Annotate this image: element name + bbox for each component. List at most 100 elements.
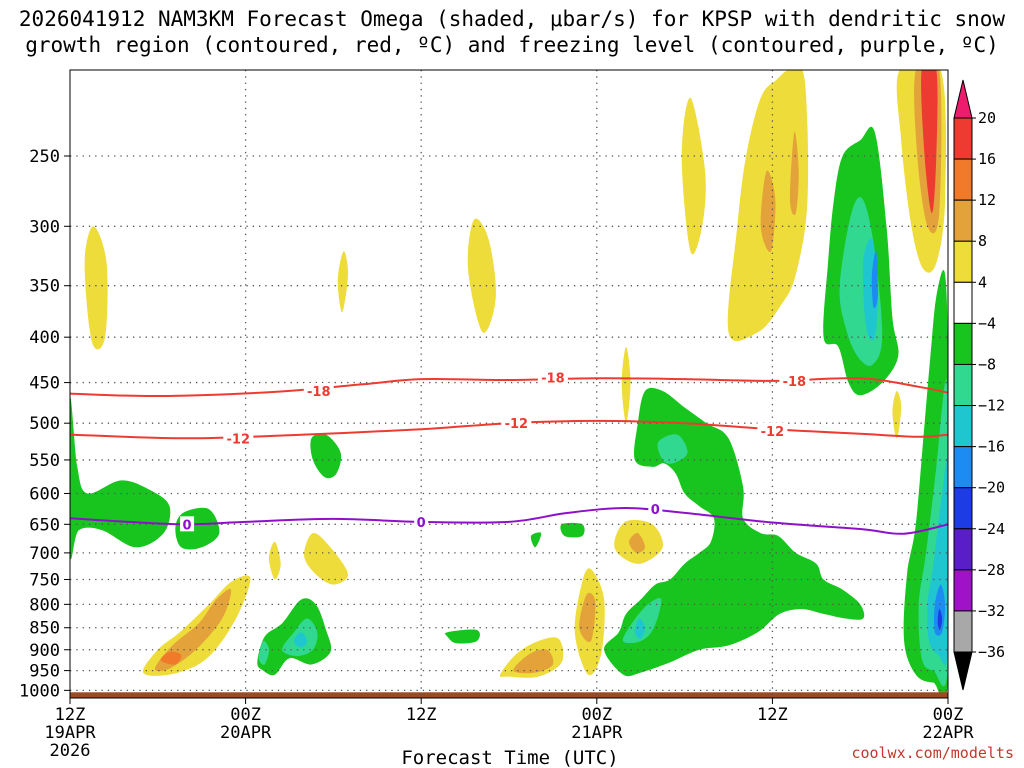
y-axis-ticks: 2503003504004505005506006507007508008509… [19,147,70,701]
omega-region-sink-mid-day2 [560,522,585,538]
x-tick-label-48-1: 12Z [757,705,788,725]
contour-label-5: -12 [761,425,785,440]
x-tick-label-0-3: 2026 [50,741,91,761]
contour-freezing-level [70,506,948,535]
colorbar-label-8: −16 [978,438,1005,456]
contour-label-bg-2 [779,372,810,388]
colorbar-label-0: 20 [978,109,996,127]
y-tick-label-350: 350 [29,277,60,297]
omega-region-sink-small-day1 [310,433,342,479]
colorbar: 20 16 12 8 4 −4 −8 −12 −16 −20 −24 −28 −32 −36 [953,79,1005,691]
omega-region-rise-thin-37 [621,346,631,424]
omega-region-rise-near-00z21-core [579,592,596,643]
omega-region-rise-mid-day3-core [628,533,646,554]
y-tick-label-850: 850 [29,619,60,639]
contour-label-bg-5 [757,422,788,438]
y-tick-label-600: 600 [29,484,60,504]
contour-label-bg-0 [303,383,334,399]
omega-region-rise-upper-early [84,226,108,350]
y-tick-label-900: 900 [29,641,60,661]
colorbar-swatch-0 [953,117,973,160]
colorbar-label-9: −20 [978,479,1005,497]
y-tick-label-400: 400 [29,328,60,348]
contour-labels: -18 -18 -18 -12 -12 -12 0 0 0 [180,369,810,533]
colorbar-label-7: −12 [978,397,1005,415]
credit-text: coolwx.com/modelts [851,744,1014,762]
omega-region-sink-big-day3-core2 [634,618,646,639]
chart-title-line1: 2026041912 NAM3KM Forecast Omega (shaded… [19,7,1006,31]
omega-region-rise-950-morning-core [154,588,232,672]
omega-region-rise-top-right-core [921,70,938,214]
contour-label-4: -12 [505,417,529,432]
omega-region-rise-upper-mid [467,218,496,333]
y-tick-label-750: 750 [29,570,60,590]
colorbar-swatch-2 [953,199,973,242]
omega-region-rise-upper-small [337,251,349,313]
omega-region-sink-mid-day2b [530,532,542,548]
x-tick-label-60-1: 00Z [933,705,964,725]
colorbar-label-4: 4 [978,273,987,291]
y-tick-label-450: 450 [29,374,60,394]
omega-region-sink-lowlevel-day1-core2 [293,632,308,648]
omega-region-rise-small-right [892,390,902,439]
omega-region-rise-lowlevel-day2-core [513,649,554,674]
colorbar-top-triangle [953,79,973,119]
x-tick-label-36-2: 21APR [571,723,623,743]
contour-label-3: -12 [227,432,251,447]
omega-region-sink-big-day3-mid [657,434,688,464]
y-tick-label-300: 300 [29,217,60,237]
colorbar-bottom-triangle [953,651,973,691]
colorbar-label-5: −4 [978,314,996,332]
x-tick-label-24-1: 12Z [406,705,437,725]
omega-region-rise-upper-day3-core [760,170,776,252]
colorbar-swatch-12 [953,610,973,653]
omega-region-sink-small-day2 [445,629,480,644]
omega-region-rise-upper-day3-core2 [789,131,799,216]
y-tick-label-700: 700 [29,544,60,564]
colorbar-swatch-4 [953,281,973,324]
omega-region-sink-lowlevel-day1-2 [258,640,270,665]
colorbar-swatch-7 [953,405,973,448]
x-tick-label-0-2: 19APR [44,723,96,743]
contour-label-2: -18 [783,375,807,390]
contour-label-7: 0 [417,516,426,531]
x-tick-label-12-1: 00Z [230,705,261,725]
colorbar-swatch-6 [953,363,973,407]
colorbar-label-6: −8 [978,355,996,373]
omega-region-sink-far-right-core4 [937,609,943,631]
x-axis-label: Forecast Time (UTC) [401,747,618,768]
ground-fill [70,692,948,698]
y-tick-label-500: 500 [29,414,60,434]
x-tick-label-60-2: 22APR [922,723,974,743]
contour-label-bg-3 [223,430,254,446]
contour-label-bg-4 [501,415,532,431]
plot-frame [69,69,949,699]
x-tick-label-0-1: 12Z [55,705,86,725]
x-tick-label-36-1: 00Z [581,705,612,725]
omega-shading [70,70,948,698]
contour-label-1: -18 [541,371,565,386]
colorbar-label-11: −28 [978,561,1005,579]
contour-label-8: 0 [651,503,660,518]
colorbar-label-3: 8 [978,232,987,250]
y-tick-label-250: 250 [29,147,60,167]
colorbar-label-1: 16 [978,150,996,168]
y-tick-label-650: 650 [29,515,60,535]
y-tick-label-800: 800 [29,595,60,615]
contour-label-bg-1 [537,369,568,385]
colorbar-label-12: −32 [978,602,1005,620]
contour-label-bg-8 [648,501,663,517]
contour-label-bg-7 [414,513,429,529]
contour-label-6: 0 [183,518,192,533]
colorbar-swatch-11 [953,569,973,612]
contour-label-bg-6 [180,516,195,532]
omega-region-rise-upper-day3 [681,97,706,255]
y-tick-label-1000: 1000 [19,681,60,701]
x-tick-label-12-2: 20APR [220,723,272,743]
omega-region-rise-mid-day1 [304,532,349,585]
colorbar-swatch-8 [953,446,973,489]
contour-label-0: -18 [307,385,331,400]
colorbar-swatch-5 [953,322,973,365]
